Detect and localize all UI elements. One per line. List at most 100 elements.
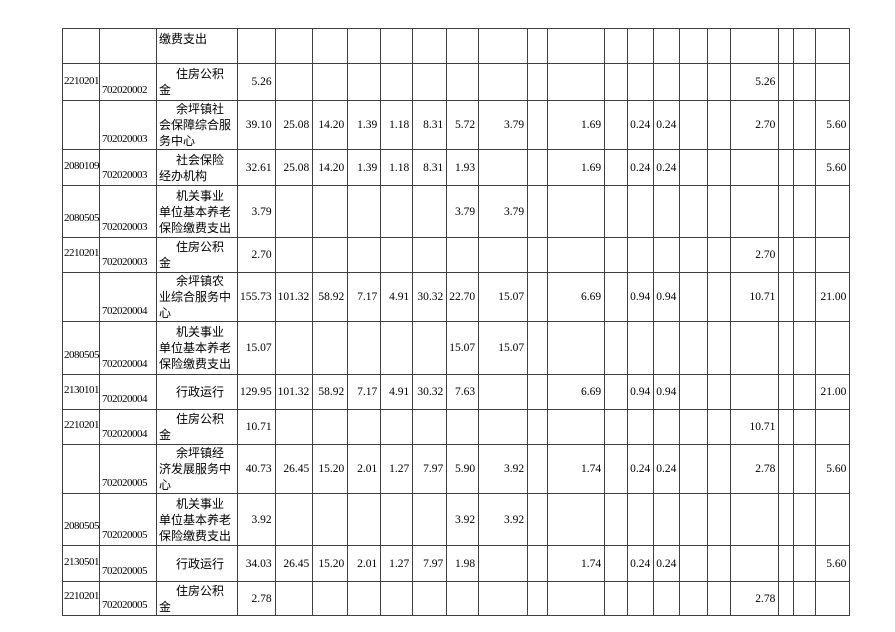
value-cell-col16: [778, 63, 795, 101]
func-code-cell: 2210201: [62, 63, 100, 101]
value-cell-col15: 5.26: [730, 63, 780, 101]
value-cell-col5: 8.31: [412, 149, 448, 186]
value-cell-col5: 30.32: [412, 272, 448, 322]
value-cell-col5: [412, 237, 448, 273]
value-cell-col9: [547, 321, 606, 375]
value-cell-col2: [312, 28, 349, 64]
value-cell-col18: 21.00: [815, 374, 851, 410]
value-cell-col10: [604, 581, 629, 616]
func-code-cell: 2080109: [62, 149, 100, 186]
value-cell-col5: [412, 581, 448, 616]
org-code-cell: 702020003: [99, 149, 157, 186]
value-cell-col10: [604, 545, 629, 582]
value-cell-col0: 39.10: [237, 100, 276, 150]
value-cell-col8: [527, 581, 549, 616]
value-cell-col3: [347, 185, 382, 238]
value-cell-col11: 0.24: [627, 444, 655, 494]
value-cell-col5: 8.31: [412, 100, 448, 150]
value-cell-col8: [527, 444, 549, 494]
value-cell-col3: 7.17: [347, 374, 382, 410]
value-cell-col17: [793, 272, 817, 322]
table-row: 缴费支出: [62, 28, 851, 64]
value-cell-col9: [547, 28, 606, 64]
table-row: 2080505 702020003 机关事业单位基本养老保险缴费支出 3.79 3.79…: [62, 185, 851, 238]
value-cell-col17: [793, 374, 817, 410]
value-cell-col4: [380, 493, 414, 546]
value-cell-col4: [380, 237, 414, 273]
value-cell-col10: [604, 493, 629, 546]
value-cell-col3: [347, 63, 382, 101]
value-cell-col16: [778, 28, 795, 64]
value-cell-col15: 2.70: [730, 100, 780, 150]
org-code-cell: 702020003: [99, 100, 157, 150]
value-cell-col3: [347, 28, 382, 64]
value-cell-col12: [653, 581, 681, 616]
value-cell-col11: [627, 63, 655, 101]
value-cell-col12: 0.24: [653, 444, 681, 494]
value-cell-col8: [527, 63, 549, 101]
value-cell-col16: [778, 272, 795, 322]
value-cell-col10: [604, 149, 629, 186]
value-cell-col9: 1.74: [547, 545, 606, 582]
value-cell-col16: [778, 374, 795, 410]
item-name-cell: 行政运行: [156, 374, 238, 410]
value-cell-col13: [679, 493, 709, 546]
value-cell-col5: [412, 409, 448, 445]
value-cell-col6: [446, 63, 480, 101]
value-cell-col12: [653, 185, 681, 238]
item-name-cell: 余坪镇经济发展服务中心: [156, 444, 238, 494]
value-cell-col15: [730, 493, 780, 546]
value-cell-col7: [478, 545, 529, 582]
value-cell-col0: 2.78: [237, 581, 276, 616]
value-cell-col8: [527, 374, 549, 410]
value-cell-col7: [478, 409, 529, 445]
value-cell-col5: [412, 28, 448, 64]
value-cell-col13: [679, 237, 709, 273]
value-cell-col6: 5.72: [446, 100, 480, 150]
value-cell-col7: 3.92: [478, 493, 529, 546]
value-cell-col7: [478, 374, 529, 410]
budget-table: 缴费支出 2210201 702020002 住房公积金 5.26 5.26 7020200…: [62, 28, 851, 616]
org-code-cell: 702020003: [99, 237, 157, 273]
value-cell-col12: [653, 321, 681, 375]
value-cell-col2: [312, 493, 349, 546]
org-code-cell: 702020004: [99, 374, 157, 410]
value-cell-col4: 4.91: [380, 374, 414, 410]
value-cell-col2: [312, 321, 349, 375]
value-cell-col18: [815, 321, 851, 375]
table-row: 2080505 702020005 机关事业单位基本养老保险缴费支出 3.92 3.92…: [62, 493, 851, 546]
table-row: 2210201 702020002 住房公积金 5.26 5.26: [62, 63, 851, 101]
value-cell-col6: 1.93: [446, 149, 480, 186]
value-cell-col16: [778, 545, 795, 582]
value-cell-col17: [793, 493, 817, 546]
value-cell-col13: [679, 100, 709, 150]
value-cell-col1: 25.08: [274, 149, 314, 186]
value-cell-col16: [778, 237, 795, 273]
value-cell-col15: [730, 149, 780, 186]
value-cell-col2: 58.92: [312, 272, 349, 322]
value-cell-col11: 0.24: [627, 149, 655, 186]
table-row: 2080109 702020003 社会保险经办机构 32.61 25.08 14.20 1…: [62, 149, 851, 186]
value-cell-col16: [778, 493, 795, 546]
value-cell-col0: 129.95: [237, 374, 276, 410]
value-cell-col1: 26.45: [274, 545, 314, 582]
value-cell-col15: [730, 28, 780, 64]
func-code-cell: [62, 28, 100, 64]
value-cell-col7: [478, 63, 529, 101]
value-cell-col1: [274, 63, 314, 101]
value-cell-col4: [380, 581, 414, 616]
value-cell-col12: [653, 28, 681, 64]
table-row: 2080505 702020004 机关事业单位基本养老保险缴费支出 15.07 15.…: [62, 321, 851, 375]
value-cell-col2: 15.20: [312, 545, 349, 582]
value-cell-col2: 14.20: [312, 149, 349, 186]
value-cell-col12: [653, 409, 681, 445]
value-cell-col0: 3.79: [237, 185, 276, 238]
value-cell-col0: 2.70: [237, 237, 276, 273]
value-cell-col1: [274, 28, 314, 64]
value-cell-col3: 1.39: [347, 100, 382, 150]
value-cell-col10: [604, 374, 629, 410]
value-cell-col8: [527, 493, 549, 546]
func-code-cell: 2130501: [62, 545, 100, 582]
func-code-cell: [62, 272, 100, 322]
value-cell-col5: [412, 493, 448, 546]
